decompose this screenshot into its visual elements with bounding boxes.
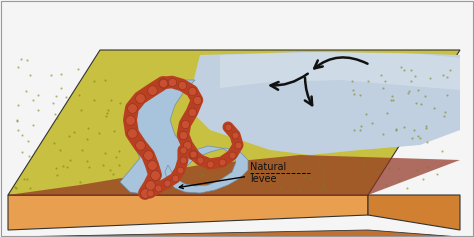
- Polygon shape: [368, 195, 460, 230]
- Text: Natural
levee: Natural levee: [179, 162, 286, 189]
- Polygon shape: [8, 50, 460, 195]
- Polygon shape: [165, 146, 248, 193]
- Polygon shape: [220, 52, 460, 90]
- Polygon shape: [120, 80, 195, 195]
- Polygon shape: [8, 230, 460, 237]
- Polygon shape: [8, 155, 460, 195]
- Polygon shape: [190, 52, 460, 155]
- Polygon shape: [8, 195, 368, 230]
